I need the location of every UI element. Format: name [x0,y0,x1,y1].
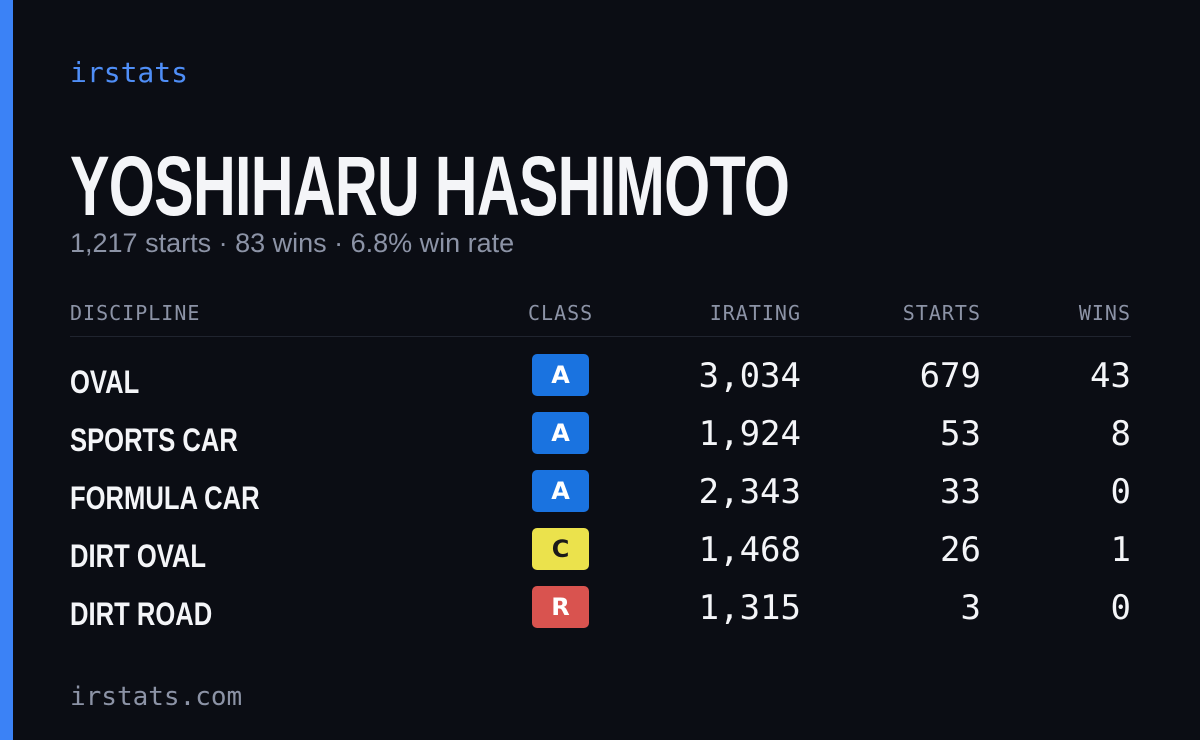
accent-bar [0,0,13,740]
discipline: FORMULA CAR [70,480,260,516]
column-header: IRATING [709,301,801,325]
class-badge: C [532,528,589,570]
class-badge: A [532,470,589,512]
column-header: STARTS [902,301,981,325]
column-header: DISCIPLINE [70,301,201,325]
column-header: CLASS [528,301,594,325]
irating: 1,924 [698,414,801,454]
header-rule [70,336,1131,337]
irating: 2,343 [698,472,801,512]
starts: 3 [960,588,981,628]
starts: 53 [940,414,981,454]
discipline: SPORTS CAR [70,422,238,458]
wins: 43 [1090,356,1131,396]
summary: 1,217 starts · 83 wins · 6.8% win rate [70,228,515,258]
class-badge: R [532,586,589,628]
irating: 1,315 [698,588,801,628]
wins: 0 [1110,588,1131,628]
wins: 1 [1110,530,1131,570]
class-badge: A [532,412,589,454]
driver-name: YOSHIHARU HASHIMOTO [70,139,790,233]
starts: 33 [940,472,981,512]
wins: 8 [1110,414,1131,454]
starts: 679 [919,356,981,396]
discipline: OVAL [70,364,140,400]
irating: 3,034 [698,356,801,396]
starts: 26 [940,530,981,570]
discipline: DIRT OVAL [70,538,207,574]
column-header: WINS [1078,301,1131,325]
brand: irstats [70,56,189,89]
footer-site: irstats.com [70,682,243,712]
wins: 0 [1110,472,1131,512]
class-badge: A [532,354,589,396]
irating: 1,468 [698,530,801,570]
discipline: DIRT ROAD [70,596,213,632]
